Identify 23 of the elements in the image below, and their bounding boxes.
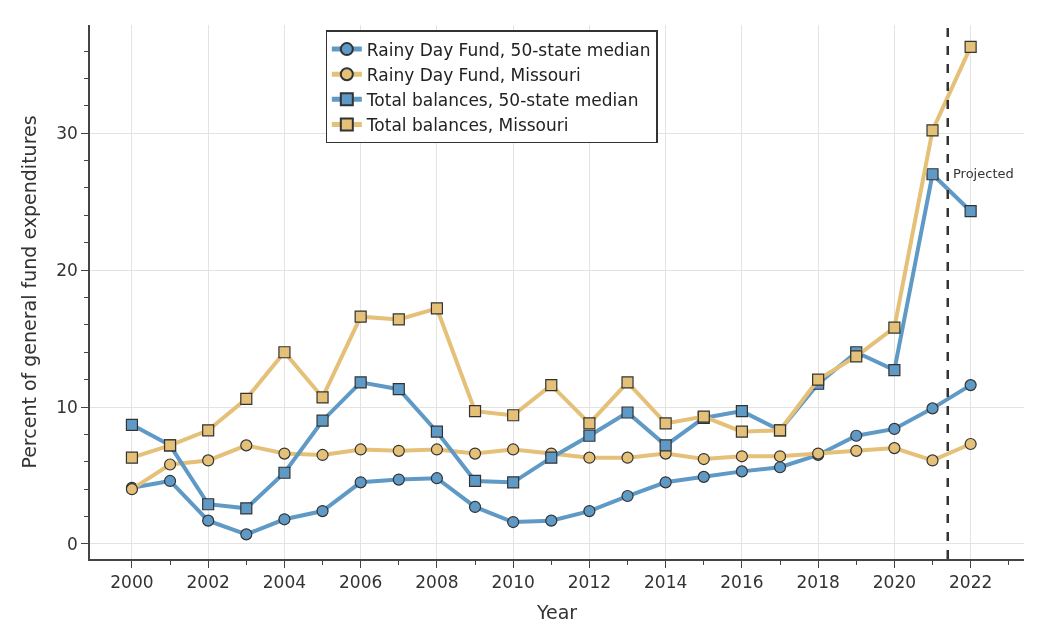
legend-label: Rainy Day Fund, Missouri: [366, 64, 581, 85]
x-axis-title: Year: [535, 601, 578, 624]
x-tick-label: 2006: [339, 572, 383, 593]
legend-label: Total balances, Missouri: [365, 115, 569, 136]
legend-label: Rainy Day Fund, 50-state median: [366, 39, 651, 60]
y-axis-title: Percent of general fund expenditures: [17, 115, 40, 469]
x-tick-label: 2022: [949, 572, 993, 593]
x-tick-label: 2002: [186, 572, 230, 593]
x-tick-label: 2018: [796, 572, 840, 593]
x-tick-label: 2008: [415, 572, 459, 593]
x-tick-label: 2014: [644, 572, 688, 593]
legend-label: Total balances, 50-state median: [365, 89, 639, 110]
x-tick-label: 2010: [491, 572, 535, 593]
ref-line-label: Projected: [953, 166, 1014, 181]
y-tick-label: 20: [56, 260, 78, 281]
y-tick-label: 0: [67, 533, 78, 554]
x-tick-label: 2020: [872, 572, 917, 593]
x-tick-label: 2000: [110, 572, 154, 593]
y-tick-label: 30: [56, 123, 78, 144]
x-tick-label: 2012: [567, 572, 612, 593]
x-tick-label: 2016: [720, 572, 764, 593]
y-tick-label: 10: [56, 396, 78, 417]
x-tick-label: 2004: [262, 572, 307, 593]
